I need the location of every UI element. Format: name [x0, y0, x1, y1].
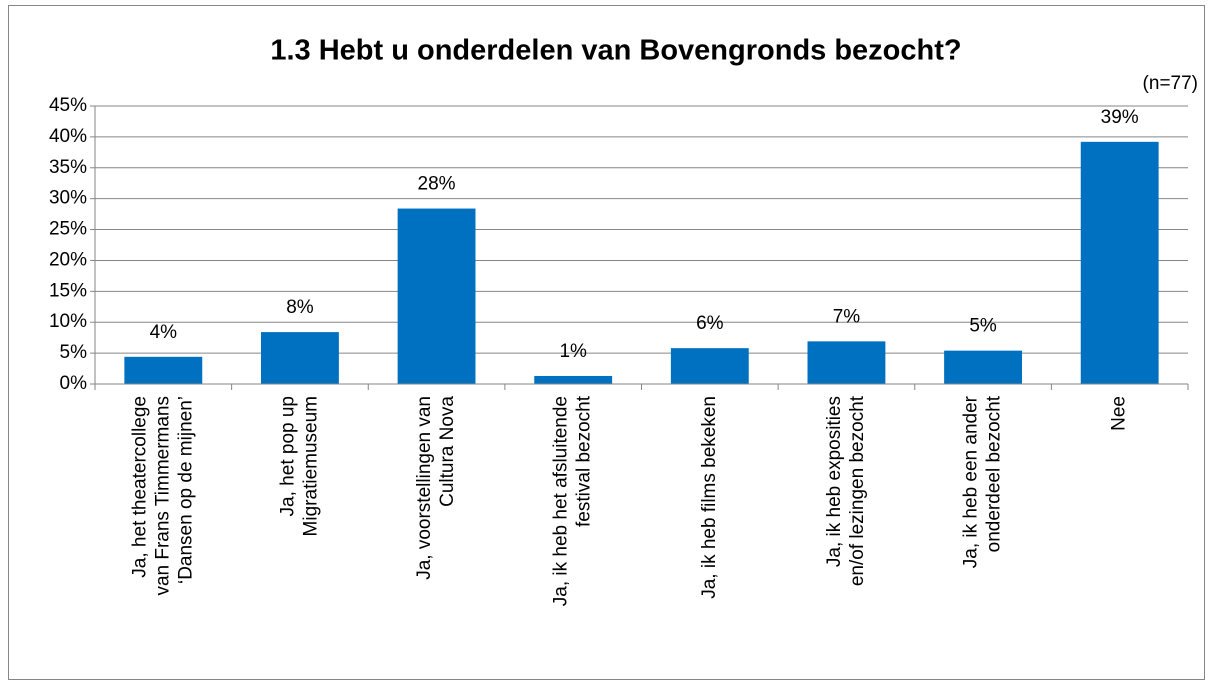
y-tick-label: 35% [49, 157, 87, 178]
bar [260, 332, 339, 384]
data-label: 5% [969, 316, 997, 337]
y-tick-label: 45% [49, 95, 87, 116]
bar [124, 356, 203, 384]
bar [1080, 141, 1159, 384]
data-label: 28% [418, 174, 456, 195]
chart-title: 1.3 Hebt u onderdelen van Bovengronds be… [270, 35, 961, 67]
y-tick-label: 10% [49, 311, 87, 332]
x-tick-label: Ja, het pop up Migratiemuseum [277, 396, 321, 536]
y-tick-label: 5% [60, 342, 88, 363]
x-tick-label: Ja, het theatercollege van Frans Timmerma… [129, 396, 196, 596]
bar [397, 208, 476, 384]
y-tick-label: 30% [49, 188, 87, 209]
bar [534, 375, 613, 384]
data-label: 4% [150, 322, 178, 343]
data-label: 8% [286, 297, 314, 318]
x-tick-label: Ja, voorstellingen van Cultura Nova [414, 396, 458, 580]
data-label: 6% [696, 313, 724, 334]
data-label: 39% [1101, 107, 1139, 128]
bar [670, 348, 749, 384]
y-tick-label: 15% [49, 280, 87, 301]
y-tick-label: 20% [49, 249, 87, 270]
data-label: 7% [833, 306, 861, 327]
y-tick-label: 40% [49, 126, 87, 147]
x-tick-label: Ja, ik heb films bekeken [699, 396, 720, 599]
y-tick-label: 25% [49, 219, 87, 240]
x-tick-label: Ja, ik heb exposities en/of lezingen bezo… [824, 395, 868, 586]
chart-frame [8, 5, 1205, 680]
bar [944, 350, 1023, 384]
data-label: 1% [559, 341, 587, 362]
x-tick-label: Nee [1109, 396, 1130, 431]
x-tick-label: Ja, ik heb het afsluitende festival bezoc… [551, 395, 595, 606]
annotation: (n=77) [1143, 73, 1198, 94]
bar [807, 341, 886, 384]
y-tick-label: 0% [60, 373, 88, 394]
x-tick-label: Ja, ik heb een ander onderdeel bezocht [961, 395, 1005, 568]
